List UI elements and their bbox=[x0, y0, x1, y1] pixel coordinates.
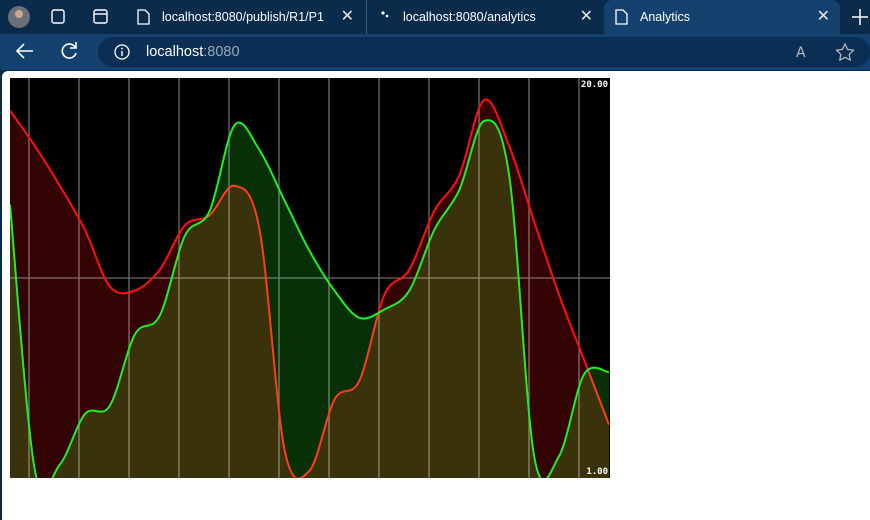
page-icon bbox=[615, 9, 628, 25]
toolbar: localhost:8080 A bbox=[0, 34, 870, 70]
new-tab[interactable] bbox=[850, 0, 870, 34]
y-tick-label: 20.00 bbox=[581, 80, 608, 90]
tab-title: Analytics bbox=[640, 10, 691, 24]
tab-close[interactable]: ✕ bbox=[816, 8, 830, 25]
svg-text:A: A bbox=[796, 45, 806, 61]
series-line bbox=[10, 119, 610, 478]
tab[interactable]: localhost:8080/analytics ✕ bbox=[366, 0, 603, 34]
tab-strip: localhost:8080/publish/R1/P1 ✕ localhost:… bbox=[0, 0, 870, 34]
url: localhost:8080 bbox=[146, 44, 240, 60]
nav-buttons[interactable] bbox=[0, 34, 90, 70]
chart: 20.00 1.00 bbox=[10, 78, 610, 478]
info-icon bbox=[114, 44, 130, 60]
series-area bbox=[10, 120, 609, 478]
tab[interactable]: localhost:8080/publish/R1/P1 ✕ bbox=[126, 0, 364, 34]
tab-title: localhost:8080/analytics bbox=[403, 10, 536, 24]
page-icon bbox=[137, 9, 150, 25]
tab-title: localhost:8080/publish/R1/P1 bbox=[162, 10, 324, 24]
loading-icon bbox=[381, 11, 389, 18]
page-content: 20.00 1.00 bbox=[2, 71, 870, 520]
tab-close[interactable]: ✕ bbox=[340, 8, 354, 25]
url-host: localhost bbox=[146, 44, 204, 60]
tab-icons bbox=[8, 6, 108, 28]
url-port: :8080 bbox=[203, 44, 240, 60]
y-tick-label: 1.00 bbox=[586, 467, 608, 477]
address-actions[interactable]: A bbox=[788, 37, 858, 67]
tab-close[interactable]: ✕ bbox=[579, 8, 593, 25]
tab-active[interactable]: Analytics ✕ bbox=[604, 0, 840, 34]
address-bar[interactable]: localhost:8080 A bbox=[98, 37, 870, 67]
